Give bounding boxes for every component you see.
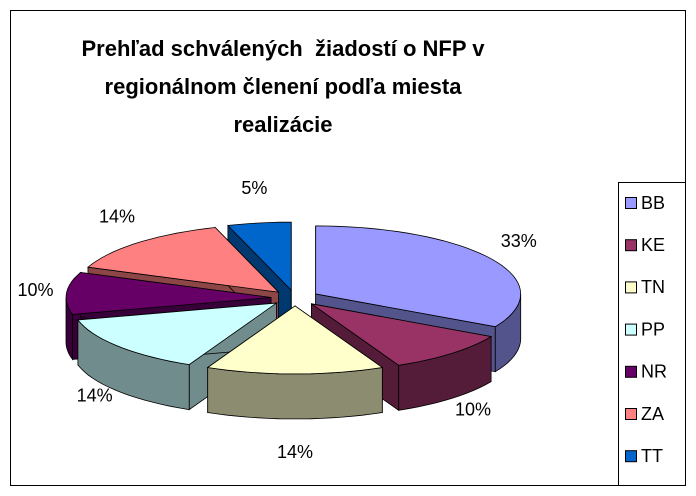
data-label: 14%: [99, 207, 135, 227]
slice: [311, 303, 493, 366]
legend-swatch: [625, 365, 637, 378]
data-label: 10%: [17, 280, 53, 300]
pie: [65, 221, 522, 420]
slice: [87, 227, 280, 293]
legend-label: NR: [641, 362, 667, 382]
data-label: 10%: [455, 400, 491, 420]
legend-label: TT: [641, 446, 663, 466]
slice: [315, 225, 522, 328]
legend-swatch: [625, 408, 637, 420]
chart-title: Prehľad schválených žiadostí o NFP v reg…: [81, 36, 491, 137]
legend-label: PP: [641, 319, 665, 339]
slice-wall: [207, 367, 383, 420]
slice: [77, 302, 278, 366]
legend-label: BB: [641, 193, 665, 213]
legend-swatch: [625, 197, 637, 209]
slice: [227, 221, 292, 292]
legend-swatch: [625, 450, 637, 463]
legend-swatch: [625, 281, 637, 294]
legend-swatch: [625, 323, 637, 336]
legend-label: KE: [641, 235, 665, 255]
slice: [206, 305, 384, 375]
data-label: 14%: [277, 442, 313, 462]
data-label: 33%: [501, 231, 537, 251]
data-label: 14%: [77, 386, 113, 406]
data-label: 5%: [241, 178, 267, 198]
slice: [65, 272, 272, 315]
legend-label: TN: [641, 277, 665, 297]
legend-swatch: [625, 239, 637, 252]
legend-label: ZA: [641, 404, 664, 424]
